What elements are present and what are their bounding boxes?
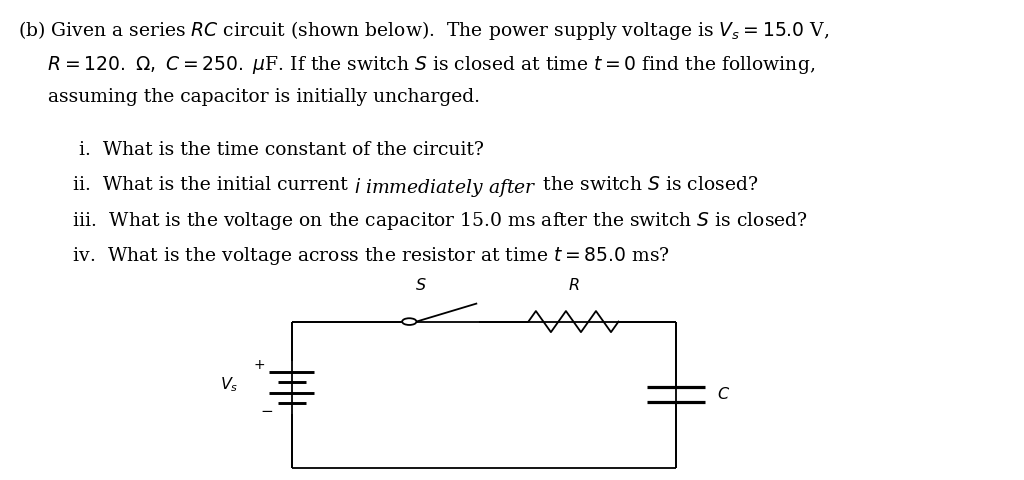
Text: $C$: $C$ (717, 386, 730, 403)
Circle shape (402, 318, 417, 325)
Text: (b) Given a series $RC$ circuit (shown below).  The power supply voltage is $V_s: (b) Given a series $RC$ circuit (shown b… (18, 19, 829, 42)
Text: $V_s$: $V_s$ (220, 375, 239, 394)
Text: iii.  What is the voltage on the capacitor 15.0 ms after the switch $S$ is close: iii. What is the voltage on the capacito… (61, 210, 809, 232)
Text: the switch $S$ is closed?: the switch $S$ is closed? (537, 176, 759, 193)
Text: $R$: $R$ (567, 277, 580, 294)
Text: assuming the capacitor is initially uncharged.: assuming the capacitor is initially unch… (18, 88, 480, 107)
Text: iv.  What is the voltage across the resistor at time $t = 85.0$ ms?: iv. What is the voltage across the resis… (61, 245, 671, 267)
Text: i.  What is the time constant of the circuit?: i. What is the time constant of the circ… (61, 141, 484, 159)
Text: $R = 120.\ \Omega,\ C = 250.\ \mu$F. If the switch $S$ is closed at time $t = 0$: $R = 120.\ \Omega,\ C = 250.\ \mu$F. If … (18, 54, 815, 76)
Text: $i$ immediately after: $i$ immediately after (354, 176, 537, 199)
Text: $+$: $+$ (253, 358, 265, 372)
Text: ii.  What is the initial current: ii. What is the initial current (61, 176, 354, 193)
Text: $S$: $S$ (415, 277, 427, 294)
Text: $-$: $-$ (260, 403, 273, 417)
